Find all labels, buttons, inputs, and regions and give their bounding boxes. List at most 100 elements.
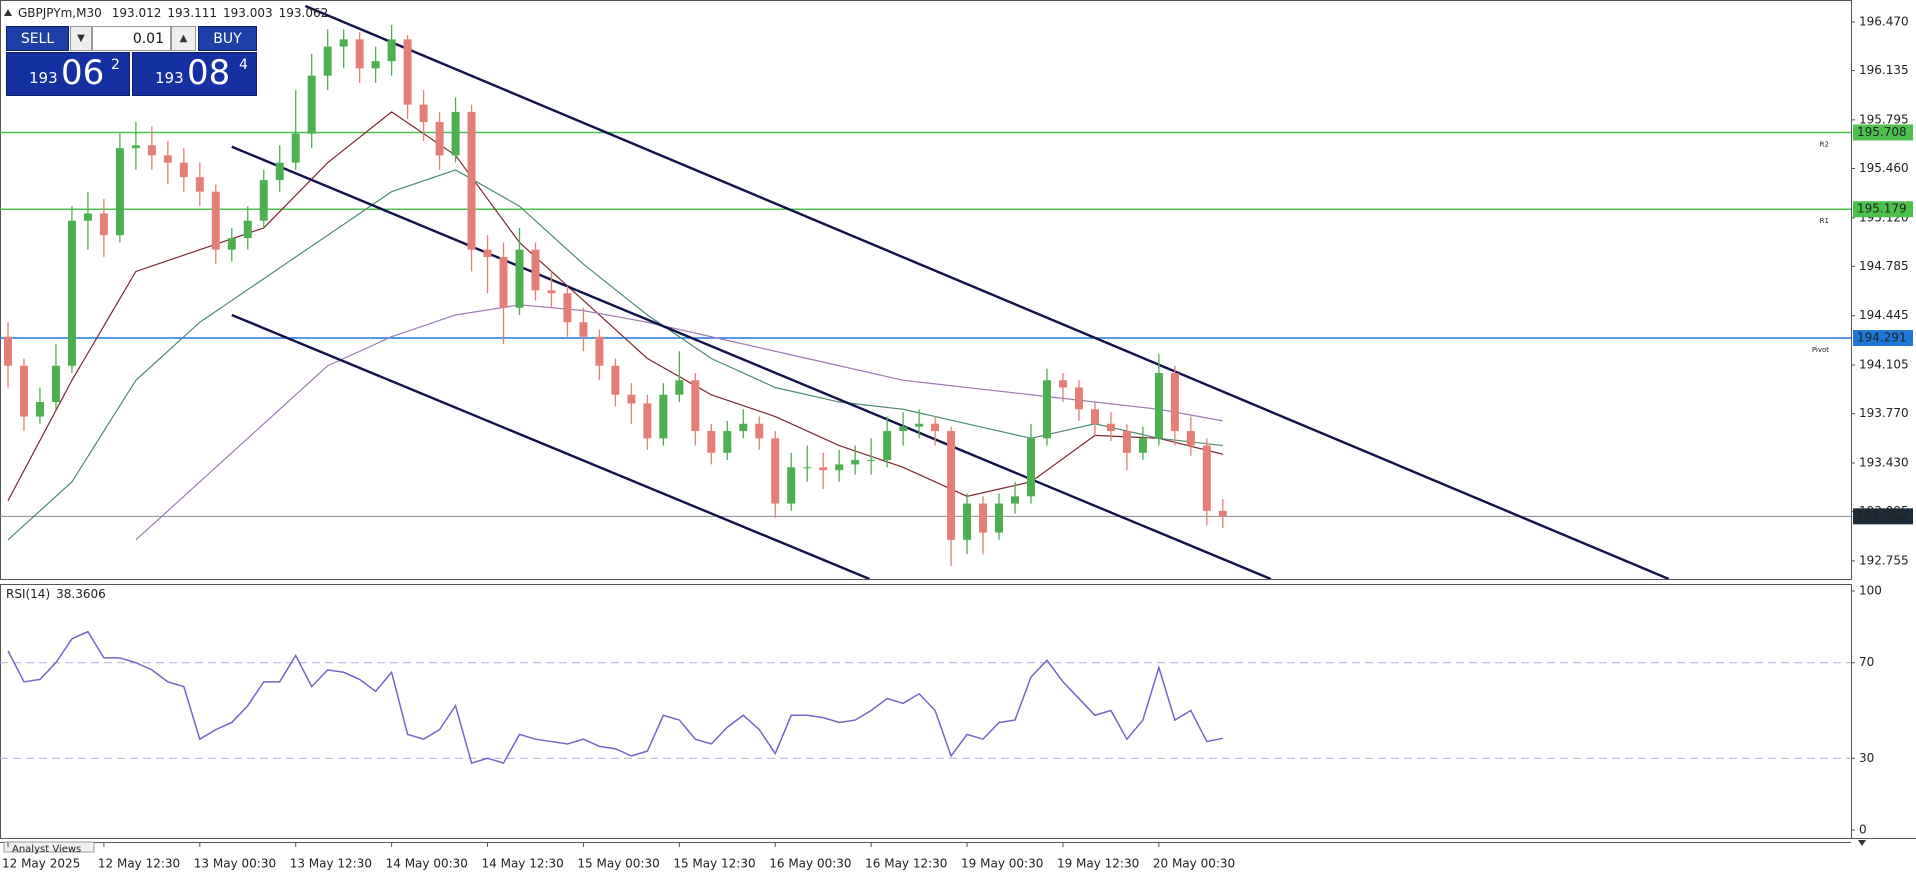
candle-body [307,75,316,134]
candle-body [755,423,764,439]
candle-body [291,133,300,163]
level-tag [1853,330,1913,347]
buy-price[interactable]: 193 08 4 [132,52,257,96]
x-tick-label: 15 May 12:30 [673,857,755,871]
candle-body [147,145,156,156]
chart-header: GBPJPYm,M30 193.012 193.111 193.003 193.062 [18,6,328,20]
x-tick-label: 12 May 12:30 [98,857,180,871]
buy-point: 4 [239,57,248,73]
rsi-value: 38.3606 [56,587,106,601]
y-tick-label: 192.755 [1859,553,1909,567]
sell-point: 2 [111,57,120,73]
x-tick-label: 13 May 00:30 [194,857,276,871]
candle-body [963,503,972,540]
candle-body [467,111,476,250]
candle-body [387,39,396,62]
candle-body [1074,387,1083,410]
candle-body [899,426,908,432]
candle-body [595,336,604,366]
candle-body [1218,510,1227,517]
candle-body [163,155,172,163]
candle-body [1090,409,1099,424]
candle-body [979,503,988,533]
x-tick-label: 19 May 00:30 [961,857,1043,871]
candle-body [1122,431,1131,453]
candle-body [739,423,748,432]
candle-body [547,290,556,294]
rsi-line [7,630,1223,765]
candle-body [435,122,444,156]
moving-average [7,169,1223,541]
rsi-panel-border [0,584,1852,839]
candle-body [67,220,76,366]
y-tick-label: 195.460 [1859,161,1909,175]
scroll-icon[interactable] [1858,840,1866,846]
bar-high: 193.111 [167,6,217,20]
candle-body [355,39,364,69]
sell-pips: 06 [61,53,105,93]
lot-down[interactable]: ▼ [70,26,92,51]
y-tick-label: 196.470 [1859,14,1909,28]
candle-body [947,431,956,540]
x-tick-label: 14 May 00:30 [386,857,468,871]
level-value: 195.179 [1857,202,1907,216]
sell-button[interactable]: SELL [6,26,69,51]
candle-body [883,431,892,461]
symbol: GBPJPYm,M30 [18,6,102,20]
buy-button[interactable]: BUY [198,26,257,51]
rsi-tick-label: 70 [1859,655,1874,669]
candle-body [819,467,828,471]
candle-body [1186,431,1195,446]
candle-body [515,249,524,308]
level-value: 194.291 [1857,331,1907,345]
level-tag [1853,201,1913,218]
tab[interactable] [3,841,95,853]
level-value: 195.708 [1857,125,1907,139]
x-tick-label: 16 May 00:30 [769,857,851,871]
y-tick-label: 193.430 [1859,455,1909,469]
x-tick-label: 12 May 2025 [2,857,80,871]
x-tick-label: 15 May 00:30 [577,857,659,871]
candle-body [1011,496,1020,504]
level-name: R1 [1820,217,1829,225]
candle-body [483,249,492,257]
y-tick-label: 196.135 [1859,63,1909,77]
candle-body [691,380,700,432]
candle-body [3,336,12,366]
candle-body [659,394,668,439]
candle-body [243,220,252,239]
current-price-label: 193.062 [1857,509,1907,523]
candle-body [275,162,284,181]
candle-body [1202,445,1211,511]
candle-body [787,467,796,504]
candle-body [51,365,60,403]
candle-body [611,365,620,395]
y-tick-label: 194.785 [1859,259,1909,273]
candle-body [227,238,236,250]
candle-body [579,322,588,337]
candle-body [451,111,460,156]
candle-body [419,104,428,123]
candle-body [131,145,140,149]
x-tick-label: 14 May 12:30 [482,857,564,871]
candle-body [531,249,540,291]
price-panel-border [0,0,1852,580]
candle-body [867,460,876,462]
lot-up[interactable]: ▲ [171,26,196,51]
candle-body [771,438,780,504]
candle-body [1026,438,1035,497]
trendline [231,145,1272,579]
candle-body [627,394,636,404]
candle-body [643,403,652,439]
tab-label[interactable]: Analyst Views [12,844,81,855]
candle-body [195,177,204,192]
trendline [304,4,1670,579]
candle-body [1154,373,1163,439]
candle-body [83,213,92,221]
candle-body [371,61,380,69]
candle-body [707,431,716,453]
lot-input[interactable]: 0.01 [92,26,171,51]
collapse-icon[interactable] [4,9,12,16]
sell-price[interactable]: 193 06 2 [6,52,130,96]
